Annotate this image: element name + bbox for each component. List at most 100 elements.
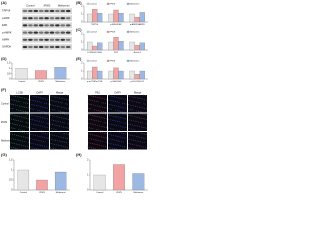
signal <box>61 136 63 138</box>
signal <box>122 111 124 113</box>
signal <box>110 138 112 140</box>
signal <box>54 143 56 145</box>
band <box>60 9 66 13</box>
signal <box>32 119 33 121</box>
signal <box>117 97 119 99</box>
signal <box>114 101 116 102</box>
signal <box>140 113 141 115</box>
signal <box>118 116 120 118</box>
signal <box>139 121 141 123</box>
x-tick-label: Metformin <box>56 191 67 194</box>
signal <box>88 142 90 144</box>
signal <box>36 124 38 126</box>
signal <box>107 133 109 135</box>
signal <box>15 143 17 145</box>
signal <box>58 110 60 112</box>
signal <box>125 103 127 105</box>
signal <box>49 104 51 106</box>
signal <box>97 116 99 118</box>
signal <box>116 144 118 146</box>
row-label: AMPK <box>2 37 10 41</box>
signal <box>34 96 36 98</box>
signal <box>108 147 110 148</box>
signal <box>41 106 43 108</box>
signal <box>129 115 131 117</box>
signal <box>64 107 66 109</box>
signal <box>100 97 102 99</box>
bar <box>87 70 93 80</box>
signal <box>63 122 65 124</box>
signal <box>9 114 11 115</box>
legend-label: Control <box>90 2 98 5</box>
signal <box>143 103 145 105</box>
signal <box>102 106 104 108</box>
band <box>55 45 60 49</box>
signal <box>33 134 34 136</box>
signal <box>123 137 125 139</box>
signal <box>125 146 127 148</box>
band <box>44 38 49 41</box>
signal <box>90 127 92 129</box>
signal <box>89 123 91 125</box>
band <box>22 24 28 27</box>
signal <box>12 99 14 101</box>
signal <box>110 147 112 149</box>
signal <box>43 141 44 143</box>
signal <box>104 126 106 128</box>
band <box>28 31 33 34</box>
signal <box>44 137 45 138</box>
signal <box>94 134 95 136</box>
signal <box>24 126 26 128</box>
signal <box>30 138 32 140</box>
signal <box>62 117 64 119</box>
signal <box>112 104 114 106</box>
signal <box>139 136 141 138</box>
signal <box>101 110 103 112</box>
signal <box>60 121 62 123</box>
signal <box>124 122 126 124</box>
row-label: TRPV4 <box>2 9 11 13</box>
y-tick-label: 1 <box>11 169 13 172</box>
column-header: Control <box>26 4 35 8</box>
y-tick-label: 0 <box>87 189 89 192</box>
signal <box>55 116 57 118</box>
signal <box>22 97 24 99</box>
signal <box>114 135 116 137</box>
signal <box>47 94 49 96</box>
signal <box>40 136 42 138</box>
signal <box>12 142 14 144</box>
signal <box>134 129 136 131</box>
signal <box>18 120 20 122</box>
signal <box>60 130 62 132</box>
signal <box>12 127 14 129</box>
signal <box>64 98 66 100</box>
signal <box>98 129 100 131</box>
signal <box>121 126 123 128</box>
signal <box>96 105 98 107</box>
signal <box>114 96 116 98</box>
signal <box>42 126 43 127</box>
signal <box>103 132 105 134</box>
micrograph <box>128 95 147 113</box>
signal <box>117 140 119 142</box>
image-header: P62 <box>95 91 100 95</box>
signal <box>45 98 46 100</box>
signal <box>137 125 139 127</box>
signal <box>90 99 92 101</box>
signal <box>111 128 113 130</box>
signal <box>13 138 15 140</box>
signal <box>91 95 93 97</box>
panel-label: (B) <box>76 0 82 5</box>
signal <box>132 100 134 102</box>
signal <box>109 99 111 101</box>
legend-label: IPWS <box>110 31 116 33</box>
signal <box>57 101 59 103</box>
signal <box>128 108 130 110</box>
signal <box>132 143 134 145</box>
signal <box>124 113 126 115</box>
signal <box>45 132 46 134</box>
signal <box>38 116 40 118</box>
signal <box>36 144 38 146</box>
signal <box>66 99 67 100</box>
signal <box>16 139 18 141</box>
